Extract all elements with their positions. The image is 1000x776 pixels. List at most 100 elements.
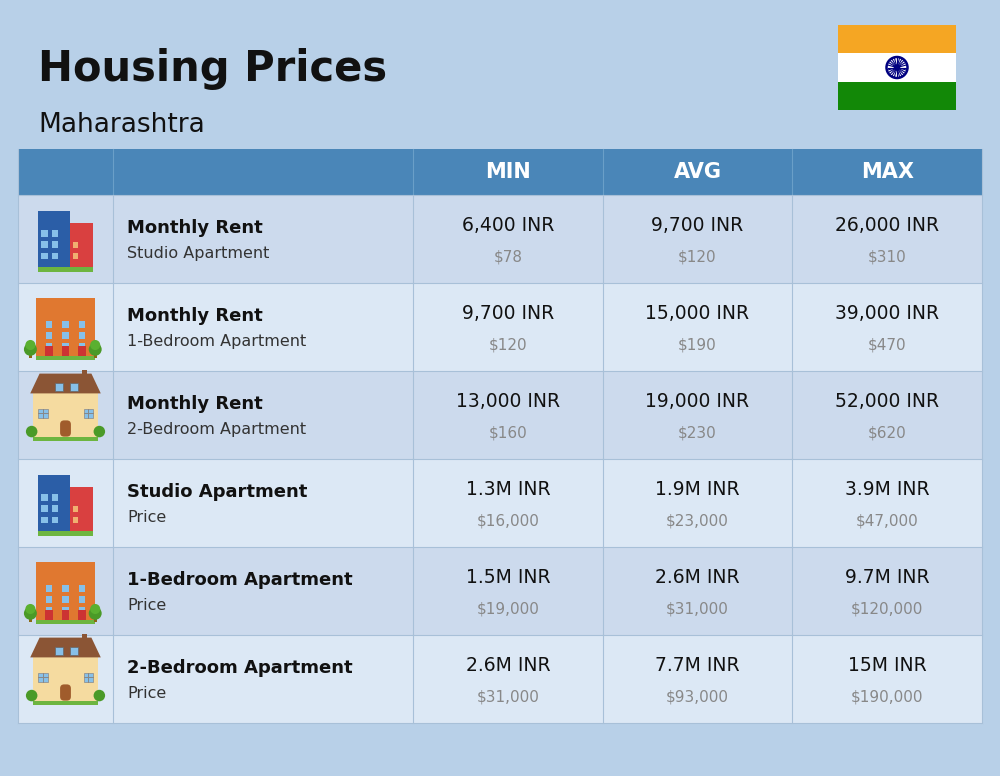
FancyBboxPatch shape bbox=[29, 615, 32, 622]
Text: $47,000: $47,000 bbox=[856, 513, 919, 528]
Text: 1.3M INR: 1.3M INR bbox=[466, 480, 550, 499]
Text: $190: $190 bbox=[678, 337, 717, 352]
FancyBboxPatch shape bbox=[41, 517, 48, 523]
Text: Maharashtra: Maharashtra bbox=[38, 112, 205, 138]
Text: Housing Prices: Housing Prices bbox=[38, 48, 387, 90]
Circle shape bbox=[94, 426, 105, 438]
FancyBboxPatch shape bbox=[62, 343, 69, 349]
Text: $93,000: $93,000 bbox=[666, 689, 729, 704]
Text: $78: $78 bbox=[493, 249, 522, 264]
FancyBboxPatch shape bbox=[52, 230, 58, 237]
Text: 2.6M INR: 2.6M INR bbox=[655, 568, 740, 587]
Circle shape bbox=[94, 690, 105, 702]
Text: 3.9M INR: 3.9M INR bbox=[845, 480, 929, 499]
Text: 26,000 INR: 26,000 INR bbox=[835, 217, 939, 235]
Text: $620: $620 bbox=[868, 425, 907, 440]
FancyBboxPatch shape bbox=[33, 393, 98, 437]
FancyBboxPatch shape bbox=[70, 223, 93, 267]
FancyBboxPatch shape bbox=[70, 383, 78, 390]
FancyBboxPatch shape bbox=[36, 356, 95, 360]
Text: $470: $470 bbox=[868, 337, 906, 352]
Text: Monthly Rent: Monthly Rent bbox=[127, 307, 263, 324]
Text: 15,000 INR: 15,000 INR bbox=[645, 304, 750, 324]
FancyBboxPatch shape bbox=[46, 596, 52, 602]
Text: 39,000 INR: 39,000 INR bbox=[835, 304, 939, 324]
FancyBboxPatch shape bbox=[18, 195, 982, 283]
FancyBboxPatch shape bbox=[18, 283, 982, 371]
FancyBboxPatch shape bbox=[18, 635, 982, 723]
Text: $23,000: $23,000 bbox=[666, 513, 729, 528]
FancyBboxPatch shape bbox=[55, 383, 63, 390]
Text: $190,000: $190,000 bbox=[851, 689, 923, 704]
FancyBboxPatch shape bbox=[18, 547, 982, 635]
Text: 1.9M INR: 1.9M INR bbox=[655, 480, 740, 499]
Circle shape bbox=[24, 607, 37, 620]
FancyBboxPatch shape bbox=[38, 531, 93, 536]
Text: 1.5M INR: 1.5M INR bbox=[466, 568, 550, 587]
Text: $16,000: $16,000 bbox=[476, 513, 539, 528]
FancyBboxPatch shape bbox=[45, 346, 53, 356]
Text: Monthly Rent: Monthly Rent bbox=[127, 394, 263, 413]
FancyBboxPatch shape bbox=[18, 149, 982, 195]
Polygon shape bbox=[30, 373, 101, 393]
Circle shape bbox=[89, 343, 102, 356]
Text: Price: Price bbox=[127, 511, 166, 525]
FancyBboxPatch shape bbox=[29, 351, 32, 358]
FancyBboxPatch shape bbox=[41, 241, 48, 248]
Text: 15M INR: 15M INR bbox=[848, 656, 927, 675]
FancyBboxPatch shape bbox=[38, 475, 70, 531]
Circle shape bbox=[90, 604, 100, 614]
FancyBboxPatch shape bbox=[62, 346, 69, 356]
FancyBboxPatch shape bbox=[38, 673, 48, 682]
Text: $120: $120 bbox=[489, 337, 527, 352]
Text: 6,400 INR: 6,400 INR bbox=[462, 217, 554, 235]
FancyBboxPatch shape bbox=[36, 562, 95, 620]
Text: MIN: MIN bbox=[485, 162, 531, 182]
Text: 2-Bedroom Apartment: 2-Bedroom Apartment bbox=[127, 659, 353, 677]
Text: Monthly Rent: Monthly Rent bbox=[127, 219, 263, 237]
FancyBboxPatch shape bbox=[62, 596, 69, 602]
FancyBboxPatch shape bbox=[838, 81, 956, 110]
FancyBboxPatch shape bbox=[78, 346, 86, 356]
FancyBboxPatch shape bbox=[41, 230, 48, 237]
FancyBboxPatch shape bbox=[94, 351, 97, 358]
Circle shape bbox=[89, 607, 102, 620]
Text: $120,000: $120,000 bbox=[851, 601, 923, 616]
FancyBboxPatch shape bbox=[73, 518, 78, 523]
Text: AVG: AVG bbox=[674, 162, 722, 182]
FancyBboxPatch shape bbox=[18, 459, 982, 547]
Circle shape bbox=[25, 604, 35, 614]
Text: 7.7M INR: 7.7M INR bbox=[655, 656, 740, 675]
Text: $310: $310 bbox=[868, 249, 907, 264]
FancyBboxPatch shape bbox=[33, 657, 98, 701]
Text: 9.7M INR: 9.7M INR bbox=[845, 568, 929, 587]
FancyBboxPatch shape bbox=[33, 437, 98, 441]
Circle shape bbox=[895, 65, 900, 70]
FancyBboxPatch shape bbox=[73, 254, 78, 259]
FancyBboxPatch shape bbox=[55, 646, 63, 654]
Text: Studio Apartment: Studio Apartment bbox=[127, 247, 269, 262]
Text: 13,000 INR: 13,000 INR bbox=[456, 393, 560, 411]
Text: Studio Apartment: Studio Apartment bbox=[127, 483, 307, 501]
Text: $31,000: $31,000 bbox=[666, 601, 729, 616]
FancyBboxPatch shape bbox=[52, 505, 58, 512]
FancyBboxPatch shape bbox=[82, 634, 87, 647]
FancyBboxPatch shape bbox=[79, 321, 85, 327]
Text: 52,000 INR: 52,000 INR bbox=[835, 393, 939, 411]
Polygon shape bbox=[30, 638, 101, 657]
Circle shape bbox=[24, 343, 37, 356]
Circle shape bbox=[26, 690, 37, 702]
Text: 2.6M INR: 2.6M INR bbox=[466, 656, 550, 675]
FancyBboxPatch shape bbox=[41, 494, 48, 501]
FancyBboxPatch shape bbox=[79, 596, 85, 602]
Text: $120: $120 bbox=[678, 249, 717, 264]
FancyBboxPatch shape bbox=[62, 321, 69, 327]
Text: 9,700 INR: 9,700 INR bbox=[651, 217, 744, 235]
Text: $19,000: $19,000 bbox=[476, 601, 539, 616]
FancyBboxPatch shape bbox=[60, 684, 71, 701]
FancyBboxPatch shape bbox=[18, 371, 982, 459]
Circle shape bbox=[26, 426, 37, 438]
Text: MAX: MAX bbox=[861, 162, 914, 182]
FancyBboxPatch shape bbox=[60, 421, 71, 437]
FancyBboxPatch shape bbox=[838, 25, 956, 54]
